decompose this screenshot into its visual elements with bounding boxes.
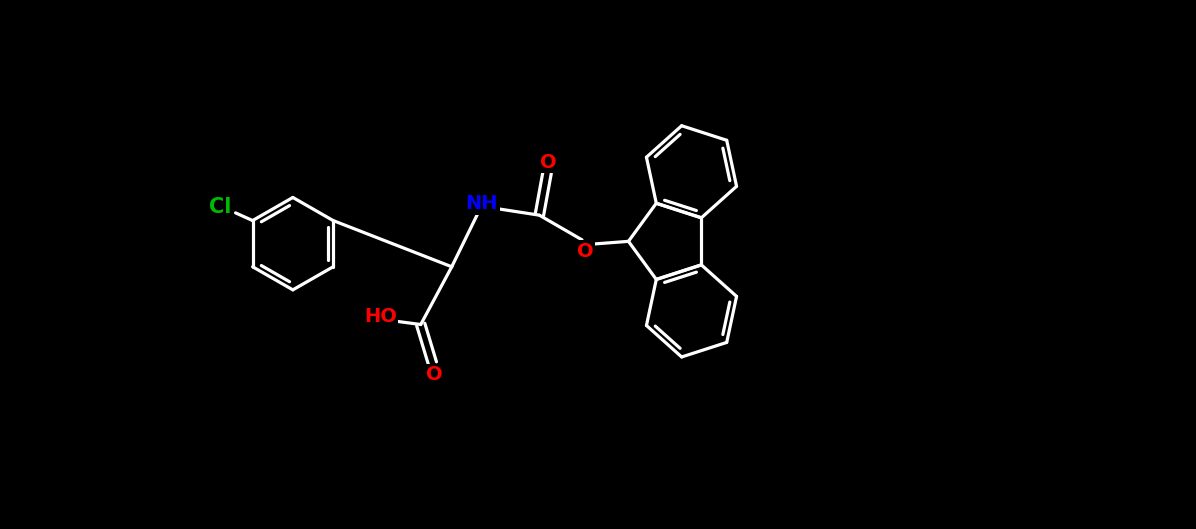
Text: O: O <box>427 365 443 384</box>
Text: HO: HO <box>364 307 397 326</box>
Text: NH: NH <box>465 194 499 213</box>
Text: Cl: Cl <box>209 197 231 217</box>
Text: O: O <box>576 242 593 261</box>
Text: O: O <box>541 152 557 171</box>
